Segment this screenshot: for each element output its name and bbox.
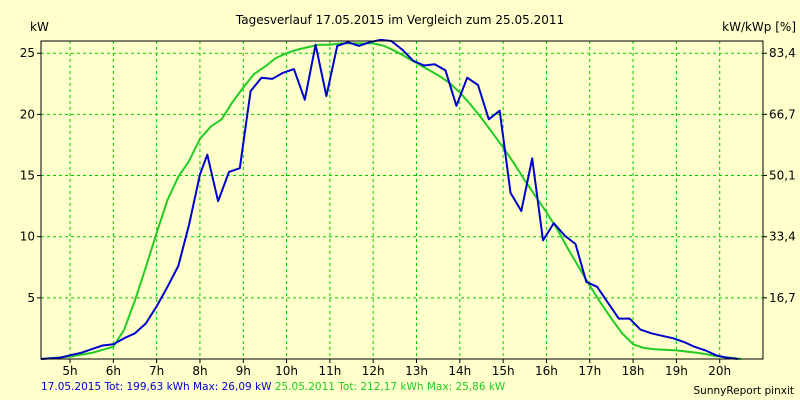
legend-item-2015: 17.05.2015 Tot: 199,63 kWh Max: 26,09 kW <box>41 381 272 393</box>
y-tick-label-right: 16,7 <box>769 291 796 305</box>
legend: 17.05.2015 Tot: 199,63 kWh Max: 26,09 kW… <box>41 381 505 393</box>
x-tick-label: 11h <box>318 364 341 378</box>
x-tick-label: 15h <box>492 364 515 378</box>
axes <box>37 40 767 363</box>
labels: 5h 6h 7h 8h 9h 10h 11h 12h 13h 14h 15h 16h 17h 18h 19h… <box>20 13 796 378</box>
x-tick-label: 9h <box>236 364 251 378</box>
x-tick-label: 6h <box>106 364 121 378</box>
grid <box>41 41 763 359</box>
series-layer <box>40 38 742 360</box>
y-tick-label-left: 5 <box>27 291 35 305</box>
x-tick-label: 5h <box>62 364 77 378</box>
y-tick-label-left: 25 <box>20 46 35 60</box>
x-tick-label: 7h <box>149 364 164 378</box>
chart-title: Tagesverlauf 17.05.2015 im Vergleich zum… <box>235 13 564 27</box>
x-tick-label: 12h <box>362 364 385 378</box>
y-tick-label-right: 50,1 <box>769 169 796 183</box>
y-axis-label-right: kW/kWp [%] <box>722 20 796 34</box>
x-tick-label: 19h <box>665 364 688 378</box>
x-tick-label: 17h <box>578 364 601 378</box>
x-tick-label: 10h <box>275 364 298 378</box>
x-tick-label: 20h <box>708 364 731 378</box>
y-axis-label-left: kW <box>30 20 49 34</box>
legend-item-2011: 25.05.2011 Tot: 212,17 kWh Max: 25,86 kW <box>274 381 506 393</box>
y-tick-label-right: 33,4 <box>769 230 796 244</box>
x-tick-label: 16h <box>535 364 558 378</box>
y-tick-label-left: 10 <box>20 230 35 244</box>
plot-frame <box>40 40 764 360</box>
x-tick-label: 18h <box>622 364 645 378</box>
credit-text: SunnyReport pinxit <box>693 385 794 397</box>
x-tick-label: 8h <box>192 364 207 378</box>
y-tick-label-left: 20 <box>20 107 35 121</box>
series-line-2011 <box>40 42 742 360</box>
y-tick-label-right: 66,7 <box>769 107 796 121</box>
x-tick-label: 14h <box>448 364 471 378</box>
x-tick-label: 13h <box>405 364 428 378</box>
y-tick-label-right: 83,4 <box>769 46 796 60</box>
y-tick-label-left: 15 <box>20 169 35 183</box>
